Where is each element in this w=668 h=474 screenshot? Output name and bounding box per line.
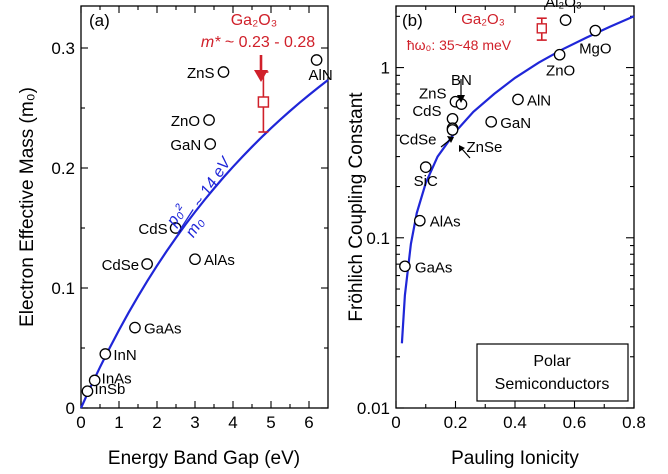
fit-label-fraction-bar	[177, 209, 194, 234]
panel-a-xtick-label: 3	[190, 413, 199, 432]
cdse-arrow-head	[447, 136, 454, 143]
panel-a-point-label-inn: InN	[113, 347, 136, 364]
panel-b-label: (b)	[402, 11, 423, 30]
panel-a-point-label-insb: InSb	[94, 381, 125, 398]
panel-a-xtick-label: 2	[152, 413, 161, 432]
panel-a-ylabel: Electron Effective Mass (m₀)	[17, 87, 38, 327]
legend-box-line1: Polar	[533, 353, 571, 370]
panel-b-annotation-energy: ħω₀: 35~48 meV	[407, 37, 512, 53]
panel-a-point-label-alas: AlAs	[204, 252, 235, 269]
annotation-range-text: ~ 0.23 - 0.28	[220, 34, 315, 51]
fit-label-value: ~ 14 eV	[190, 154, 235, 211]
panel-a-annotation-arrow-head	[254, 70, 268, 82]
panel-b-ga2o3-marker	[536, 23, 547, 34]
panel-b-xtick-label: 0.2	[444, 413, 468, 432]
panel-b-point-znse	[446, 124, 459, 136]
panel-a-point-inn	[99, 348, 112, 360]
panel-b-point-label-cds: CdS	[412, 103, 441, 120]
panel-a-frame	[80, 5, 329, 409]
panel-b-point-label-alas: AlAs	[430, 214, 461, 231]
panel-b-point-al-o-	[559, 14, 572, 26]
panel-b: (b) 0 0.2 0.4 0.6 0.8 0.01 0.1 1 GaAs AlAs SiC CdS…	[346, 0, 646, 469]
panel-a-point-label-zns: ZnS	[187, 65, 215, 82]
panel-b-point-aln	[512, 93, 524, 106]
panel-a-point-label-gaas: GaAs	[144, 321, 182, 338]
znse-arrow-shaft	[461, 148, 471, 159]
panel-b-point-label-cdse: CdSe	[399, 131, 437, 148]
panel-a-fit-curve	[79, 79, 329, 409]
panel-b-point-label-zno: ZnO	[546, 63, 575, 80]
panel-b-ytick-label: 1	[381, 59, 390, 78]
panel-b-ylabel: Fröhlich Coupling Constant	[346, 92, 367, 322]
panel-b-ytick-label: 0.01	[357, 399, 390, 418]
panel-b-point-gan	[485, 115, 498, 128]
panel-a-xtick-label: 0	[76, 413, 85, 432]
legend-box-line2: Semiconductors	[495, 376, 610, 393]
panel-b-point-alas	[413, 214, 426, 227]
annotation-symbol: m*	[201, 34, 221, 51]
panel-a-ga2o3-point	[257, 71, 270, 133]
panel-a-xtick-label: 4	[228, 413, 237, 432]
panel-a-point-zno	[203, 114, 215, 126]
panel-a-ytick-label: 0.1	[51, 279, 75, 298]
panel-b-point-label-zns: ZnS	[419, 86, 447, 103]
panel-a-point-gaas	[129, 321, 141, 334]
panel-a-point-label-gan: GaN	[170, 137, 201, 154]
panel-b-annotation-title: Ga₂O₃	[461, 11, 505, 28]
panel-a-point-aln	[310, 54, 323, 66]
panel-a-xlabel: Energy Band Gap (eV)	[108, 448, 300, 469]
panel-a-xtick-label: 1	[114, 413, 123, 432]
legend-box	[476, 343, 629, 402]
panel-a-xtick-label: 5	[266, 413, 275, 432]
panel-b-point-label-znse: ZnSe	[467, 139, 503, 156]
cdse-arrow-shaft	[440, 138, 452, 148]
panel-b-ticks: 0 0.2 0.4 0.6 0.8 0.01 0.1 1	[357, 6, 646, 432]
panel-b-ga2o3-point	[536, 17, 547, 41]
panel-b-xlabel: Pauling Ionicity	[451, 448, 579, 469]
panel-b-point-label-al-o-: Al₂O₃	[545, 0, 582, 11]
panel-b-xtick-label: 0.8	[622, 413, 646, 432]
panel-a-annotation-range: m* ~ 0.23 - 0.28	[201, 34, 315, 51]
panel-b-point-label-sic: SiC	[414, 173, 438, 190]
bn-arrow-head	[457, 95, 465, 103]
panel-b-point-sic	[419, 161, 432, 174]
panel-b-point-mgo	[589, 24, 602, 37]
panel-a-ga2o3-marker	[257, 96, 270, 108]
panel-a-ytick-label: 0.2	[51, 159, 75, 178]
panel-a-ytick-label: 0	[66, 399, 75, 418]
panel-b-ytick-label: 0.1	[366, 229, 390, 248]
fit-label-denominator: m₀	[183, 214, 208, 240]
panel-b-point-gaas	[399, 260, 411, 273]
panel-a-point-label-aln: AlN	[309, 67, 333, 84]
panel-b-xtick-label: 0	[391, 413, 400, 432]
znse-arrow-head	[459, 145, 465, 152]
panel-b-point-label-mgo: MgO	[579, 41, 612, 58]
panel-b-point-label-aln: AlN	[527, 92, 551, 109]
panel-b-fit-curve	[400, 15, 635, 344]
panel-a-point-label-inas: InAs	[102, 370, 132, 387]
panel-a-point-gan	[204, 138, 217, 150]
panel-a-point-label-zno: ZnO	[171, 113, 200, 130]
panel-a-ytick-label: 0.3	[51, 39, 75, 58]
panel-a-annotation-title: Ga₂O₃	[231, 12, 278, 29]
panel-a-point-insb	[81, 385, 94, 398]
panel-a-point-zns	[217, 66, 230, 78]
panel-a-label: (a)	[89, 11, 110, 30]
panel-a-xtick-label: 6	[304, 413, 313, 432]
panel-b-point-label-gaas: GaAs	[415, 259, 453, 276]
panel-b-point-label-gan: GaN	[500, 115, 531, 132]
panel-a-point-label-cdse: CdSe	[102, 257, 140, 274]
panel-a-point-inas	[88, 374, 101, 387]
panel-a-point-label-cds: CdS	[138, 221, 167, 238]
panel-b-xtick-label: 0.4	[503, 413, 527, 432]
panel-b-point-zno	[553, 48, 566, 61]
panel-a-point-alas	[189, 253, 201, 266]
panel-a-point-cdse	[141, 258, 153, 270]
panel-b-xtick-label: 0.6	[563, 413, 587, 432]
panel-a-ticks: 0 1 2 3 4 5 6 0 0.1 0.2 0.3	[51, 6, 328, 432]
